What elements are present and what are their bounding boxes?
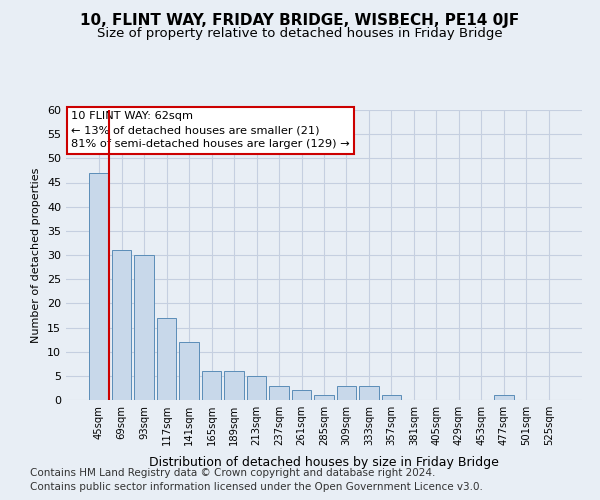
Bar	[179, 342, 199, 400]
Bar	[494, 395, 514, 400]
Bar	[314, 395, 334, 400]
Text: Size of property relative to detached houses in Friday Bridge: Size of property relative to detached ho…	[97, 28, 503, 40]
Bar	[382, 395, 401, 400]
Bar	[157, 318, 176, 400]
Text: Contains HM Land Registry data © Crown copyright and database right 2024.: Contains HM Land Registry data © Crown c…	[30, 468, 436, 477]
Bar	[112, 250, 131, 400]
Bar	[134, 255, 154, 400]
Bar	[292, 390, 311, 400]
Bar	[224, 371, 244, 400]
Bar	[247, 376, 266, 400]
Bar	[202, 371, 221, 400]
Y-axis label: Number of detached properties: Number of detached properties	[31, 168, 41, 342]
Bar	[337, 386, 356, 400]
Bar	[89, 173, 109, 400]
X-axis label: Distribution of detached houses by size in Friday Bridge: Distribution of detached houses by size …	[149, 456, 499, 469]
Text: 10, FLINT WAY, FRIDAY BRIDGE, WISBECH, PE14 0JF: 10, FLINT WAY, FRIDAY BRIDGE, WISBECH, P…	[80, 12, 520, 28]
Text: Contains public sector information licensed under the Open Government Licence v3: Contains public sector information licen…	[30, 482, 483, 492]
Bar	[359, 386, 379, 400]
Text: 10 FLINT WAY: 62sqm
← 13% of detached houses are smaller (21)
81% of semi-detach: 10 FLINT WAY: 62sqm ← 13% of detached ho…	[71, 112, 350, 150]
Bar	[269, 386, 289, 400]
